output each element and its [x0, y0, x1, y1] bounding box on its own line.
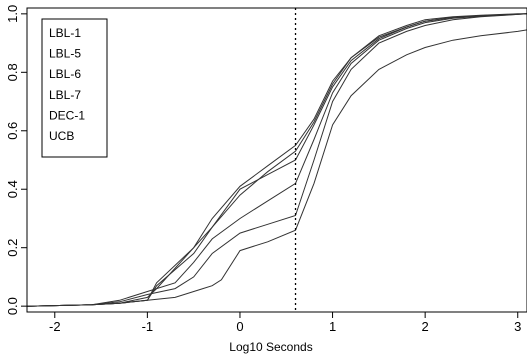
x-axis: -2 -1 0 1 2 3 [49, 312, 521, 334]
x-tick-label: -1 [142, 319, 154, 334]
legend-entry-lbl-7: LBL-7 [49, 88, 81, 102]
x-tick-label: 0 [236, 319, 243, 334]
y-tick-label: 1.0 [5, 5, 20, 23]
legend-box [41, 18, 108, 158]
x-tick-label: 2 [422, 319, 429, 334]
y-axis: 0.0 0.2 0.4 0.6 0.8 1.0 [5, 5, 27, 315]
legend-entry-dec-1: DEC-1 [49, 108, 85, 122]
x-tick-label: 1 [329, 319, 336, 334]
x-tick-label: 3 [514, 319, 521, 334]
legend-entry-lbl-1: LBL-1 [49, 26, 81, 40]
legend-entry-ucb: UCB [49, 129, 74, 143]
legend: LBL-1 LBL-5 LBL-6 LBL-7 DEC-1 UCB [41, 18, 108, 158]
y-tick-label: 0.2 [5, 239, 20, 257]
y-tick-label: 0.0 [5, 297, 20, 315]
legend-entry-lbl-5: LBL-5 [49, 47, 81, 61]
y-tick-label: 0.6 [5, 122, 20, 140]
y-tick-label: 0.8 [5, 63, 20, 81]
series-layer [27, 13, 527, 307]
series-line-ucb [27, 13, 527, 307]
plot-frame [26, 7, 527, 313]
series-line-lbl-6 [27, 13, 527, 307]
y-tick-label: 0.4 [5, 180, 20, 198]
series-line-dec-1 [27, 29, 527, 307]
x-tick-label: -2 [49, 319, 61, 334]
legend-entry-lbl-6: LBL-6 [49, 67, 81, 81]
x-axis-label: Log10 Seconds [229, 340, 312, 354]
